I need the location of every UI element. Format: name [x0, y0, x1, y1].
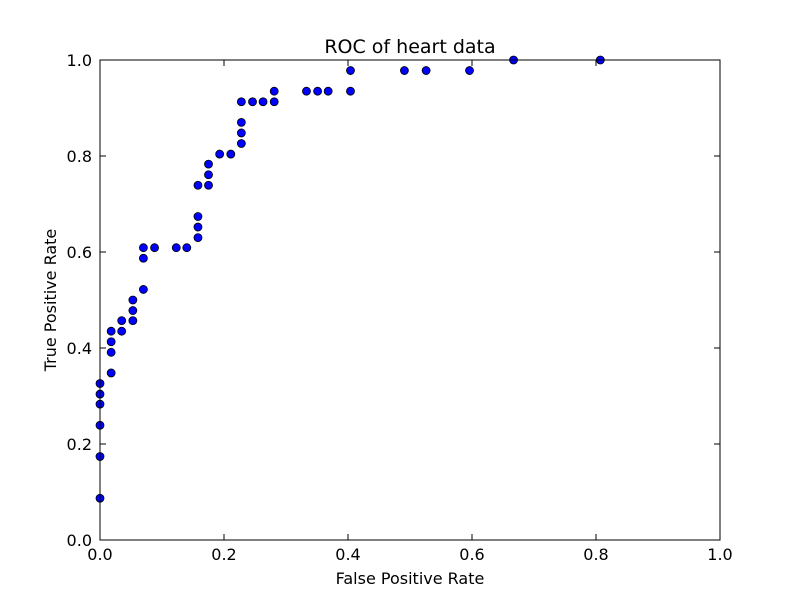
x-tick-label: 0.8 — [583, 545, 608, 564]
data-point — [226, 149, 236, 159]
data-point — [204, 170, 213, 180]
data-point — [128, 306, 138, 315]
data-point — [193, 222, 203, 232]
data-point — [346, 86, 355, 96]
x-axis-title: False Positive Rate — [336, 569, 485, 588]
y-tick-label: 0.2 — [67, 435, 92, 454]
data-point — [236, 139, 246, 148]
data-point — [138, 285, 148, 294]
axis-tick-labels: 0.0 0.2 0.4 0.6 0.8 1.0 0.0 0.2 0.4 0.6 0.8 1.0 — [67, 51, 733, 564]
data-point — [117, 316, 127, 326]
scatter-points — [95, 55, 605, 503]
y-tick-label: 0.0 — [67, 531, 92, 550]
data-point — [106, 326, 116, 336]
data-point — [171, 243, 181, 253]
data-point — [269, 97, 279, 107]
plot-area — [100, 60, 720, 540]
y-tick-label: 1.0 — [67, 51, 92, 70]
data-point — [248, 97, 257, 107]
data-point — [204, 159, 213, 169]
y-axis-title: True Positive Rate — [41, 229, 60, 373]
data-point — [269, 86, 279, 96]
y-tick-label: 0.4 — [67, 339, 92, 358]
data-point — [465, 66, 474, 75]
data-point — [138, 243, 148, 253]
x-tick-label: 0.4 — [335, 545, 360, 564]
data-point — [193, 212, 203, 221]
data-point — [302, 86, 311, 96]
data-point — [313, 86, 323, 96]
data-point — [323, 86, 333, 96]
data-point — [193, 180, 203, 190]
data-point — [236, 97, 246, 107]
data-point — [236, 128, 246, 138]
data-point — [117, 326, 127, 336]
data-point — [400, 66, 409, 75]
data-point — [215, 149, 225, 159]
data-point — [258, 97, 268, 107]
y-tick-label: 0.6 — [67, 243, 92, 262]
data-point — [128, 295, 138, 305]
plot-frame — [99, 59, 721, 541]
x-tick-label: 1.0 — [707, 545, 732, 564]
data-point — [346, 66, 355, 75]
x-tick-label: 0.6 — [459, 545, 484, 564]
data-point — [204, 180, 213, 190]
data-point — [236, 118, 246, 127]
chart-title: ROC of heart data — [324, 36, 495, 58]
x-tick-label: 0.0 — [87, 545, 112, 564]
data-point — [421, 66, 431, 75]
x-tick-label: 0.2 — [211, 545, 236, 564]
data-point — [138, 253, 148, 263]
y-tick-label: 0.8 — [67, 147, 92, 166]
data-point — [193, 233, 203, 243]
data-point — [150, 243, 159, 253]
data-point — [106, 368, 116, 378]
data-point — [106, 337, 116, 347]
data-point — [106, 347, 116, 357]
data-point — [182, 243, 192, 253]
data-point — [128, 316, 138, 326]
